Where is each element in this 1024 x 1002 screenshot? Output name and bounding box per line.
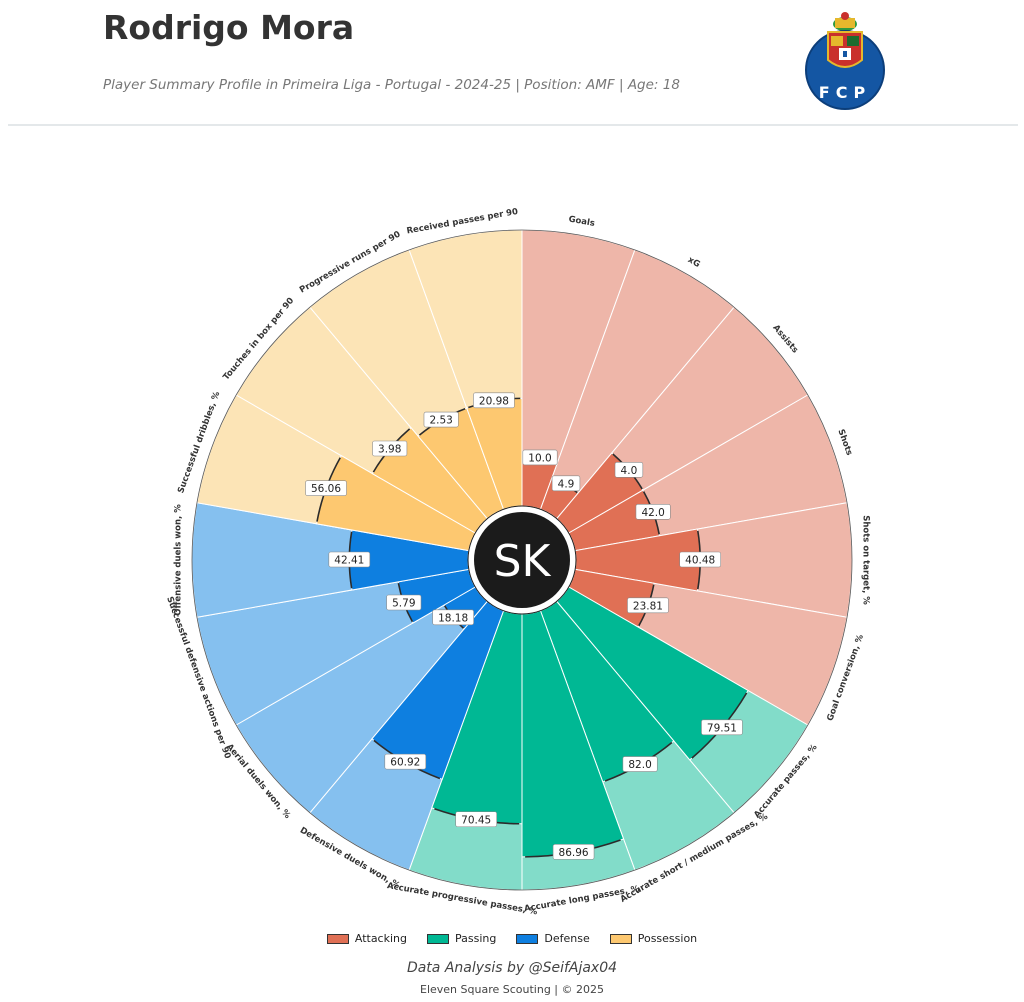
pizza-chart: 10.0 4.9 4.0 42.0 40.48 23.81 79.51 82.0 86.96 70… [164, 207, 871, 918]
value-text-goal-conversion: 23.81 [633, 600, 663, 612]
value-label-accurate-passes: 79.51 [701, 719, 743, 736]
center-badge-circle [474, 512, 570, 608]
legend-label: Possession [637, 932, 698, 945]
value-text-progressive-runs-per-90: 2.53 [429, 415, 452, 427]
outer-ring [191, 229, 853, 891]
value-text-touches-in-box-per-90: 3.98 [378, 444, 401, 456]
metric-label-goals: Goals [568, 214, 596, 228]
value-text-xg: 4.9 [558, 478, 575, 490]
value-text-accurate-progressive-passes: 70.45 [461, 814, 491, 826]
legend-label: Passing [455, 932, 497, 945]
value-text-accurate-long-passes: 86.96 [559, 847, 589, 859]
value-label-touches-in-box-per-90: 3.98 [372, 440, 408, 457]
value-label-goal-conversion: 23.81 [627, 597, 669, 614]
value-label-progressive-runs-per-90: 2.53 [423, 411, 459, 428]
footer-text: Eleven Square Scouting | © 2025 [420, 983, 604, 996]
metric-label-shots-on-target: Shots on target, % [861, 515, 871, 605]
header-divider [8, 124, 1018, 126]
legend-item-passing: Passing [427, 932, 496, 945]
legend-label: Defense [544, 932, 590, 945]
crest-lettering: FCP [819, 83, 871, 102]
value-label-defensive-duels-won: 60.92 [384, 753, 427, 770]
center-badge: SK [467, 505, 577, 615]
value-label-accurate-short-medium-passes: 82.0 [622, 756, 658, 772]
player-subtitle: Player Summary Profile in Primeira Liga … [103, 77, 680, 93]
legend-swatch [427, 933, 449, 944]
player-name: Rodrigo Mora [103, 8, 355, 47]
value-label-received-passes-per-90: 20.98 [473, 392, 515, 409]
legend-swatch [326, 933, 349, 944]
value-label-shots: 42.0 [635, 503, 671, 520]
legend-label: Attacking [354, 932, 407, 945]
value-label-xg: 4.9 [551, 475, 581, 492]
value-text-accurate-passes: 79.51 [707, 722, 737, 734]
value-label-offensive-duels-won: 42.41 [328, 551, 371, 568]
credit-text: Data Analysis by @SeifAjax04 [406, 960, 618, 976]
value-label-aerial-duels-won: 18.18 [432, 609, 474, 626]
value-label-accurate-progressive-passes: 70.45 [455, 811, 497, 828]
value-label-successful-dribbles: 56.06 [305, 480, 347, 496]
metric-label-xg: xG [686, 255, 702, 270]
legend-item-possession: Possession [609, 932, 698, 945]
value-text-offensive-duels-won: 42.41 [334, 555, 364, 567]
value-label-successful-defensive-actions-per-90: 5.79 [386, 594, 422, 611]
value-text-shots: 42.0 [641, 507, 664, 519]
value-label-goals: 10.0 [522, 449, 558, 466]
value-text-aerial-duels-won: 18.18 [438, 612, 468, 624]
value-label-accurate-long-passes: 86.96 [552, 844, 595, 860]
value-text-accurate-short-medium-passes: 82.0 [628, 759, 651, 771]
legend: Attacking Passing Defense Possession [0, 932, 1024, 945]
club-crest-logo: FCP [805, 12, 885, 110]
value-text-defensive-duels-won: 60.92 [390, 757, 420, 769]
outer-circle [191, 229, 853, 891]
metric-label-offensive-duels-won: Offensive duels won, % [174, 504, 184, 616]
legend-swatch [516, 933, 539, 944]
legend-item-attacking: Attacking [326, 932, 407, 945]
value-text-shots-on-target: 40.48 [685, 555, 715, 567]
value-text-successful-defensive-actions-per-90: 5.79 [392, 598, 415, 610]
value-label-assists: 4.0 [614, 461, 644, 478]
value-text-successful-dribbles: 56.06 [311, 483, 341, 495]
legend-item-defense: Defense [516, 932, 590, 945]
value-labels: 10.0 4.9 4.0 42.0 40.48 23.81 79.51 82.0 86.96 70… [305, 392, 743, 860]
value-label-shots-on-target: 40.48 [679, 551, 722, 568]
value-text-assists: 4.0 [621, 465, 638, 477]
legend-swatch [609, 933, 632, 944]
metric-label-shots: Shots [835, 428, 854, 457]
value-text-received-passes-per-90: 20.98 [479, 395, 509, 407]
center-badge-text: SK [494, 536, 552, 587]
value-text-goals: 10.0 [528, 452, 551, 464]
